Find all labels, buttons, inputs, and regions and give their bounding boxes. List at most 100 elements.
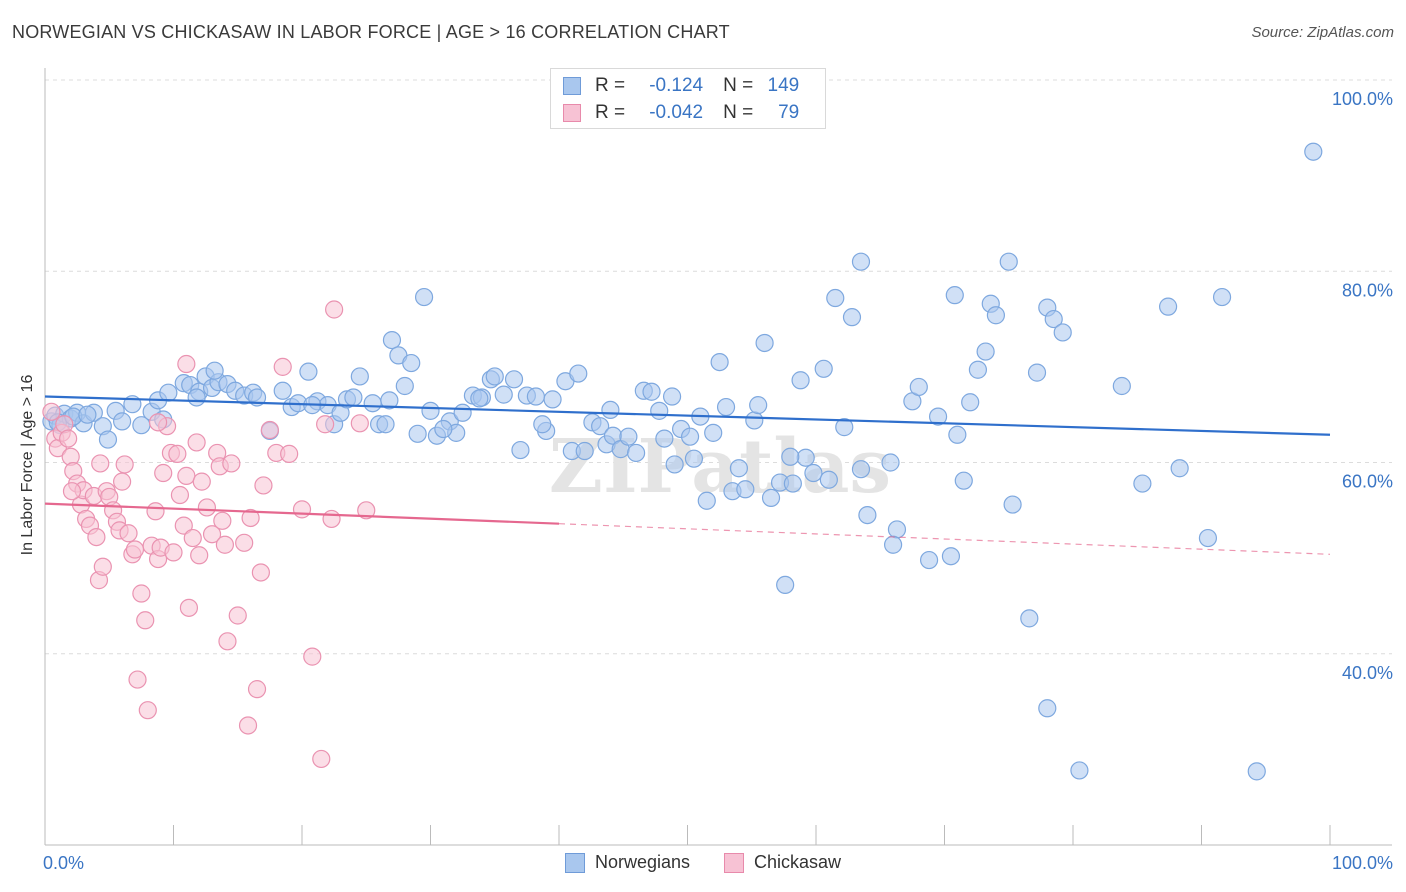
norwegians-point (745, 411, 764, 430)
norwegians-point (470, 389, 489, 408)
y-tick-label: 40.0% (1342, 663, 1393, 683)
chickasaw-point (148, 413, 168, 432)
norwegians-point (363, 394, 382, 413)
chickasaw-point (192, 472, 211, 491)
chickasaw-legend-swatch (724, 852, 744, 873)
norwegians-point (402, 353, 421, 373)
chickasaw-point (322, 509, 341, 529)
norwegians-point (626, 443, 646, 463)
chickasaw-point (222, 454, 241, 473)
chickasaw-point (202, 525, 222, 544)
chickasaw-trendline-extension (558, 523, 1331, 555)
norwegians-point (1020, 609, 1039, 628)
chickasaw-point (174, 516, 193, 535)
chickasaw-point (87, 527, 106, 547)
chickasaw-point (128, 670, 147, 689)
norwegians-point (591, 417, 610, 436)
r-value: -0.124 (649, 75, 704, 96)
chickasaw-point (228, 606, 247, 625)
norwegians-swatch (563, 77, 581, 95)
norwegians-point (697, 491, 716, 510)
norwegians-point (601, 400, 620, 420)
chickasaw-point (303, 647, 322, 666)
norwegians-point (273, 381, 292, 400)
chickasaw-point (146, 502, 165, 521)
chickasaw-point (260, 420, 279, 440)
norwegians-point (826, 288, 845, 308)
chickasaw-point (247, 680, 267, 699)
chickasaw-point (164, 543, 183, 562)
norwegians-point (755, 333, 774, 353)
chickasaw-point (215, 535, 234, 554)
chickasaw-point (170, 485, 190, 505)
norwegians-legend-swatch (564, 852, 585, 873)
y-tick-label: 80.0% (1342, 280, 1393, 300)
chickasaw-point (112, 472, 132, 491)
norwegians-point (851, 460, 871, 479)
norwegians-point (1158, 297, 1178, 316)
norwegians-point (684, 449, 704, 468)
chickasaw-trendline (44, 502, 560, 525)
norwegians-point (205, 361, 224, 380)
chickasaw-point (316, 415, 335, 434)
norwegians-point (350, 367, 369, 386)
n-label: N = (723, 75, 754, 96)
legend-label-chickasaw: Chickasaw (754, 852, 842, 872)
norwegians-point (704, 423, 723, 442)
norwegians-point (453, 403, 472, 422)
norwegians-point (526, 387, 545, 406)
legend-item-norwegians: Norwegians (564, 852, 690, 873)
legend-row-chickasaw: R = -0.042 N = 79 (563, 100, 799, 126)
norwegians-point (395, 376, 414, 396)
norwegians-point (781, 447, 800, 466)
chickasaw-point (273, 357, 292, 376)
norwegians-point (414, 287, 434, 307)
y-tick-label: 100.0% (1332, 89, 1393, 109)
chickasaw-point (138, 701, 157, 720)
norwegians-point (159, 383, 178, 402)
norwegians-point (881, 453, 900, 472)
n-value: 79 (778, 102, 800, 123)
chickasaw-point (119, 524, 138, 543)
chickasaw-point (325, 300, 344, 319)
norwegians-point (575, 441, 594, 461)
norwegians-point (533, 415, 552, 434)
norwegians-point (842, 308, 862, 327)
chickasaw-point (62, 482, 82, 501)
chart-title: NORWEGIAN VS CHICKASAW IN LABOR FORCE | … (12, 22, 730, 42)
norwegians-point (999, 252, 1018, 271)
chickasaw-point (350, 414, 369, 433)
norwegians-point (976, 342, 995, 361)
norwegians-point (761, 488, 781, 507)
n-value: 149 (767, 75, 800, 96)
norwegians-point (1247, 762, 1266, 781)
norwegians-point (749, 396, 768, 415)
norwegians-point (380, 391, 399, 410)
norwegians-point (819, 470, 838, 489)
chickasaw-point (197, 498, 217, 517)
norwegians-point (851, 252, 871, 271)
chickasaw-point (177, 466, 196, 485)
norwegians-point (112, 412, 132, 431)
chickasaw-point (213, 511, 232, 530)
chickasaw-point (235, 533, 254, 552)
norwegians-point (961, 393, 980, 412)
norwegians-point (858, 505, 877, 525)
series-legend: Norwegians Chickasaw (0, 852, 1406, 873)
norwegians-point (968, 360, 988, 379)
r-value: -0.042 (649, 102, 704, 123)
norwegians-point (504, 370, 524, 389)
norwegians-point (344, 388, 363, 407)
norwegians-point (655, 429, 674, 448)
norwegians-point (680, 427, 700, 446)
chickasaw-point (115, 455, 134, 474)
norwegians-point (954, 471, 973, 490)
legend-item-chickasaw: Chickasaw (724, 852, 841, 873)
r-label: R = (595, 75, 626, 96)
norwegians-point (376, 415, 395, 434)
norwegians-point (1198, 528, 1218, 548)
n-label: N = (723, 102, 754, 123)
norwegians-point (909, 377, 928, 397)
legend-row-norwegians: R = -0.124 N = 149 (563, 73, 799, 99)
